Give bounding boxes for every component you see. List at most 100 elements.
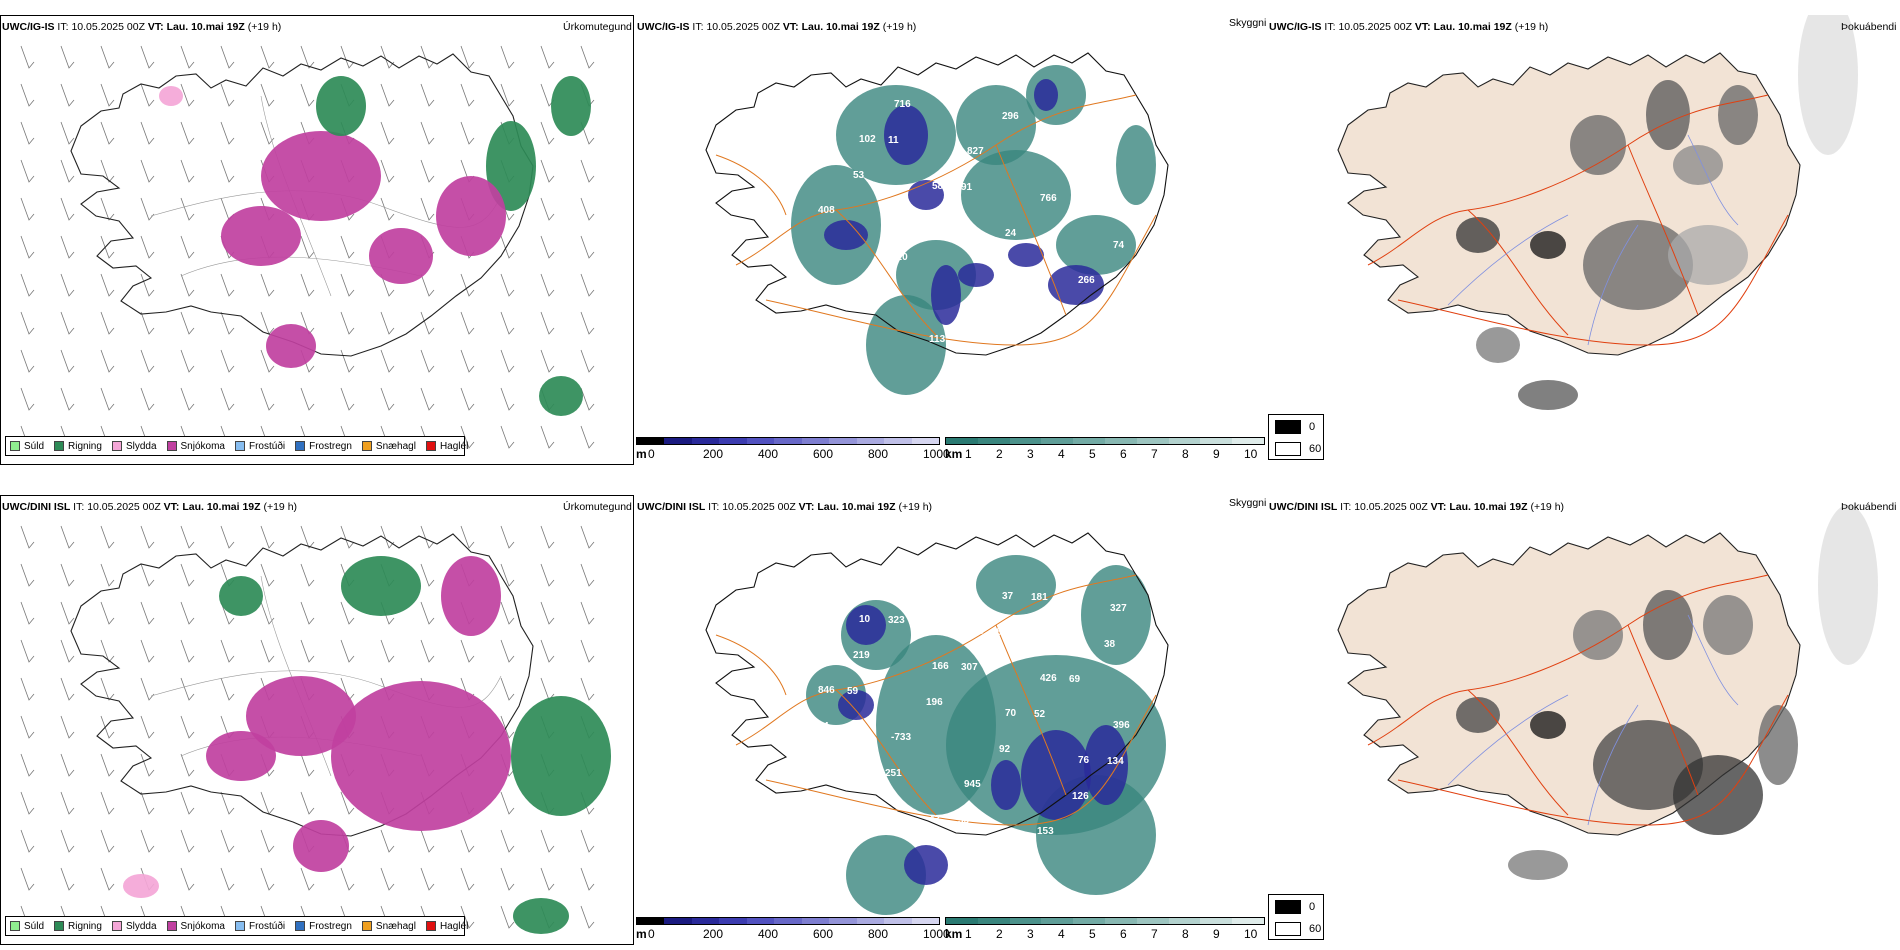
precip-area bbox=[123, 874, 159, 898]
height-label: 76 bbox=[1078, 755, 1090, 766]
height-label: 333 bbox=[821, 802, 838, 813]
precip-legend-item: Súld bbox=[10, 441, 44, 452]
height-label: 266 bbox=[1078, 275, 1095, 286]
fog-map-top bbox=[1337, 15, 1858, 410]
fog-legend-item: 60 bbox=[1275, 442, 1321, 456]
height-tick: 200 bbox=[703, 447, 724, 461]
fog-index-area bbox=[1583, 220, 1693, 310]
wind-barbs bbox=[20, 45, 595, 449]
iceland-outline bbox=[705, 532, 1169, 836]
fog-title-top: Þokuábendi bbox=[1841, 21, 1897, 33]
vis-color-step bbox=[1104, 438, 1137, 444]
height-color-step bbox=[829, 438, 857, 444]
legend-swatch bbox=[425, 441, 436, 451]
vis-tick: 4 bbox=[1058, 927, 1065, 941]
height-label: 196 bbox=[926, 697, 943, 708]
height-label: 69 bbox=[1069, 674, 1081, 685]
lead-time: (+19 h) bbox=[1530, 501, 1565, 513]
it-label: IT: bbox=[1340, 501, 1352, 513]
height-tick: 400 bbox=[758, 447, 779, 461]
height-label: 85 bbox=[923, 580, 935, 591]
vt-value: Lau. 10.mai 19Z bbox=[817, 501, 896, 513]
vis-tick: 4 bbox=[1058, 447, 1065, 461]
it-value: 10.05.2025 00Z bbox=[706, 21, 780, 33]
fog-index-area bbox=[1518, 380, 1578, 410]
legend-swatch bbox=[10, 441, 20, 451]
fog-index-area bbox=[1673, 145, 1723, 185]
vt-value: Lau. 10.mai 19Z bbox=[1433, 21, 1512, 33]
vis-tick: 10 bbox=[1244, 927, 1258, 941]
height-area bbox=[1034, 79, 1058, 111]
height-label: 15 bbox=[999, 264, 1011, 275]
vis-tick: 1 bbox=[965, 447, 972, 461]
precip-area bbox=[206, 731, 276, 781]
vt-value: Lau. 10.mai 19Z bbox=[801, 21, 880, 33]
fog-panel-top bbox=[1268, 15, 1900, 465]
fog-index-area bbox=[1508, 850, 1568, 880]
height-label: 663 bbox=[967, 626, 984, 637]
precip-area bbox=[513, 898, 569, 934]
iceland-outline bbox=[70, 53, 534, 357]
height-label: 42 bbox=[815, 88, 827, 99]
legend-swatch bbox=[361, 921, 372, 931]
height-label: 195 bbox=[850, 803, 867, 814]
cloud-panel-bottom: 12 10 166 70 76 333 631 663 426 396 52 43 37 54 846 -73… bbox=[636, 495, 1268, 945]
vis-color-step bbox=[1168, 438, 1201, 444]
precip-legend-item: Rigning bbox=[54, 441, 102, 452]
vis-color-step bbox=[1073, 438, 1105, 444]
vis-tick: 2 bbox=[996, 447, 1003, 461]
height-area bbox=[904, 845, 948, 885]
height-tick: 800 bbox=[868, 927, 889, 941]
precip-legend-item: Haglél bbox=[425, 921, 468, 932]
height-label: 308 bbox=[1075, 158, 1092, 169]
height-label: 43 bbox=[929, 814, 941, 825]
vt-label: VT: bbox=[1430, 501, 1447, 513]
height-label: 113 bbox=[929, 334, 946, 345]
precip-title-bottom: Úrkomutegund bbox=[563, 501, 632, 513]
vis-tick: 5 bbox=[1089, 927, 1096, 941]
height-area bbox=[1021, 730, 1091, 820]
precip-area bbox=[159, 86, 183, 106]
vis-color-step bbox=[1041, 918, 1074, 924]
vis-color-step bbox=[1009, 918, 1042, 924]
vt-label: VT: bbox=[163, 501, 180, 513]
precip-area bbox=[511, 696, 611, 816]
legend-swatch bbox=[111, 441, 122, 451]
height-label: 945 bbox=[964, 779, 981, 790]
height-labels: 12 10 166 70 76 333 631 663 426 396 52 43 37 54 846 -73… bbox=[786, 567, 1130, 837]
height-label: 54 bbox=[1075, 638, 1087, 649]
height-color-step bbox=[691, 438, 720, 444]
height-color-step bbox=[746, 438, 775, 444]
roads bbox=[715, 574, 1157, 826]
fog-index-area bbox=[1646, 80, 1690, 150]
model-name: UWC/DINI ISL bbox=[1269, 501, 1338, 513]
fog-legend-item: 60 bbox=[1275, 922, 1321, 936]
height-color-step bbox=[774, 918, 802, 924]
height-label: 10 bbox=[859, 614, 871, 625]
vt-label: VT: bbox=[147, 21, 164, 33]
height-label: 251 bbox=[885, 768, 902, 779]
model-name: UWC/IG-IS bbox=[637, 21, 690, 33]
iceland-outline bbox=[70, 533, 534, 837]
fog-swatch bbox=[1275, 442, 1301, 456]
height-label: 288 bbox=[821, 322, 838, 333]
legend-swatch bbox=[361, 441, 372, 451]
height-color-step bbox=[884, 438, 912, 444]
visibility-area bbox=[1116, 125, 1156, 205]
fog-legend-top: 0 60 bbox=[1268, 414, 1324, 460]
height-color-step bbox=[911, 438, 939, 444]
vis-tick: 2 bbox=[996, 927, 1003, 941]
vt-label: VT: bbox=[782, 21, 799, 33]
vis-color-step bbox=[1041, 438, 1074, 444]
fog-legend-bottom: 0 60 bbox=[1268, 894, 1324, 940]
precip-legend-item: Slydda bbox=[111, 921, 157, 932]
fog-label: 60 bbox=[1309, 923, 1322, 935]
vt-value: Lau. 10.mai 19Z bbox=[182, 501, 261, 513]
lead-time: (+19 h) bbox=[898, 501, 933, 513]
fog-label: 0 bbox=[1309, 901, 1316, 913]
height-colorbar-top bbox=[636, 437, 940, 445]
height-label: 631 bbox=[894, 579, 911, 590]
vis-tick: 10 bbox=[1244, 447, 1258, 461]
lead-time: (+19 h) bbox=[882, 21, 917, 33]
fog-index-area bbox=[1798, 15, 1858, 155]
